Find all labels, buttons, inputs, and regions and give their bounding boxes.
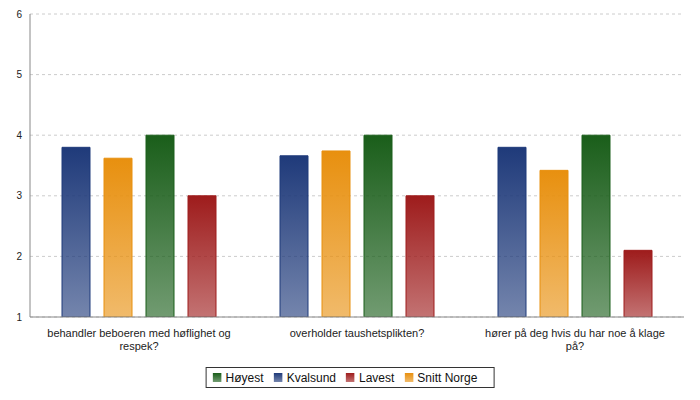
svg-text:hører på deg hvis du har noe å: hører på deg hvis du har noe å klagepå? (485, 327, 665, 352)
svg-text:6: 6 (16, 9, 22, 20)
svg-text:3: 3 (16, 190, 22, 201)
svg-text:overholder taushetsplikten?: overholder taushetsplikten? (290, 327, 425, 339)
svg-text:5: 5 (16, 69, 22, 80)
svg-text:1: 1 (16, 312, 22, 323)
html-text:Lavest: Lavest (359, 371, 395, 385)
svg-text:behandler beboeren med høfligh: behandler beboeren med høflighet ogrespe… (47, 327, 230, 352)
svg-text:2: 2 (16, 251, 22, 262)
svg-text:4: 4 (16, 130, 22, 141)
html-text:Snitt Norge: Snitt Norge (417, 371, 478, 385)
html-text:Høyest: Høyest (225, 371, 264, 385)
html-text:Kvalsund: Kvalsund (286, 371, 336, 385)
